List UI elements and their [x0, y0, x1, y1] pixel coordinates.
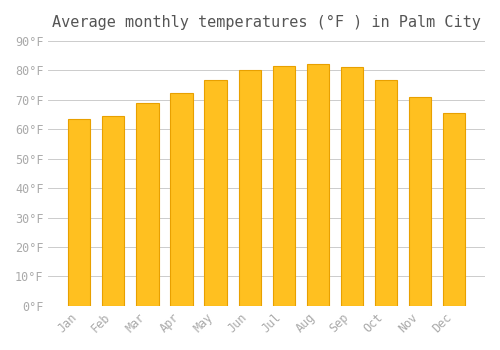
Bar	[170, 93, 192, 306]
Bar	[409, 97, 431, 306]
Bar	[443, 113, 465, 306]
Bar	[306, 64, 329, 306]
Bar	[238, 70, 260, 306]
Bar	[102, 116, 124, 306]
Bar	[204, 80, 227, 306]
Bar	[341, 68, 363, 306]
Bar	[272, 66, 295, 306]
Title: Average monthly temperatures (°F ) in Palm City: Average monthly temperatures (°F ) in Pa…	[52, 15, 481, 30]
Bar	[136, 103, 158, 306]
Bar	[68, 119, 90, 306]
Bar	[375, 80, 397, 306]
